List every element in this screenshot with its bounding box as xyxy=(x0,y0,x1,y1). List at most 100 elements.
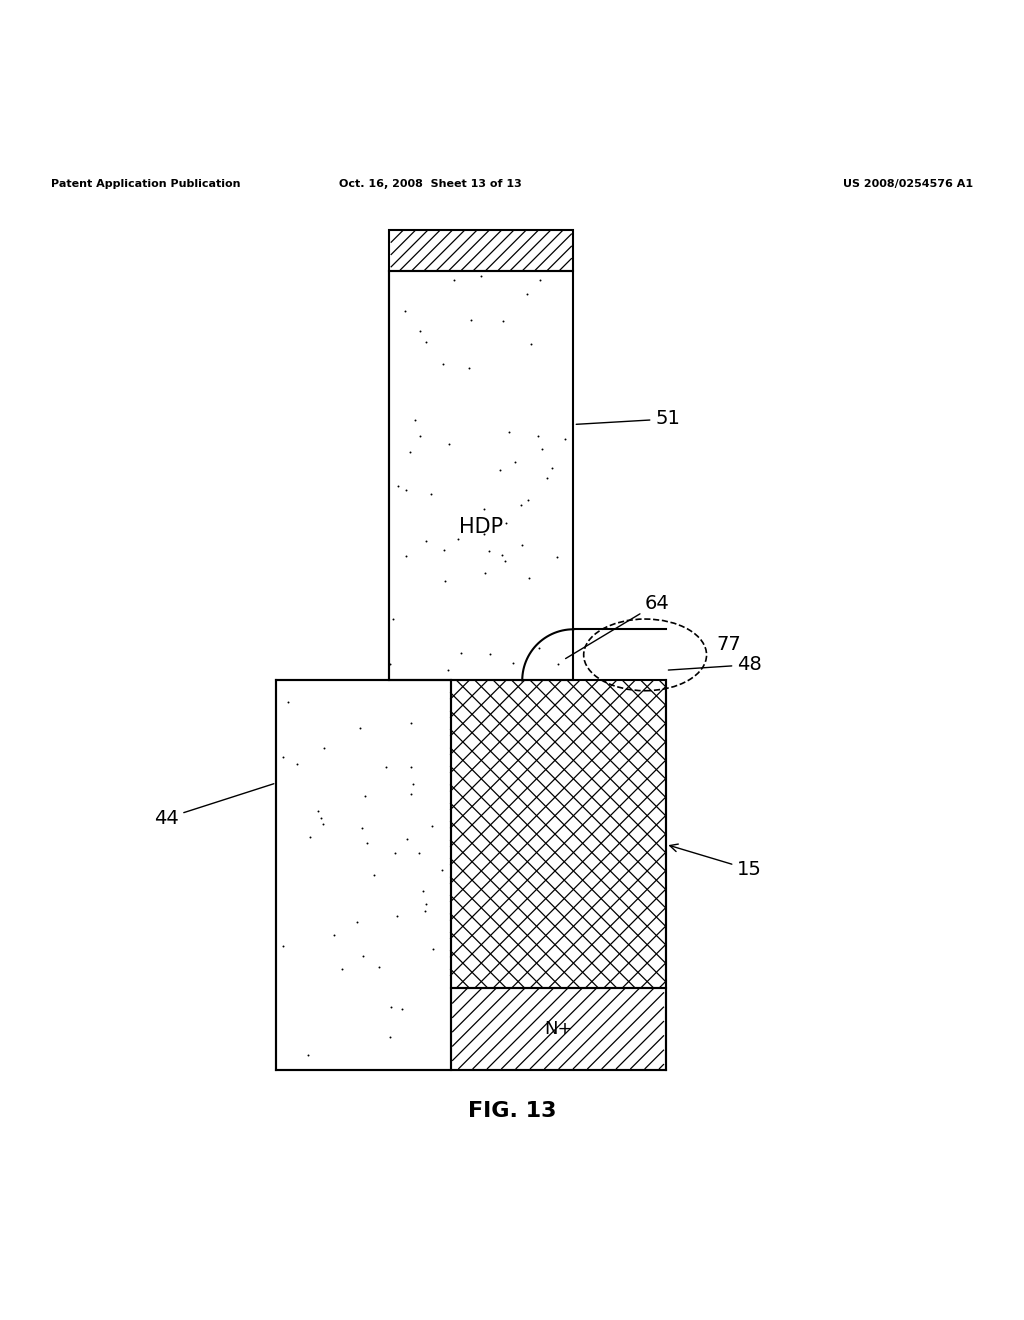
Point xyxy=(521,568,538,589)
Point xyxy=(475,524,492,545)
Point xyxy=(534,438,550,459)
Text: 44: 44 xyxy=(154,784,273,828)
Point xyxy=(495,310,511,331)
Point xyxy=(389,475,406,496)
Text: Oct. 16, 2008  Sheet 13 of 13: Oct. 16, 2008 Sheet 13 of 13 xyxy=(339,178,521,189)
Point xyxy=(382,1026,398,1047)
Point xyxy=(402,784,419,805)
Point xyxy=(497,550,513,572)
Point xyxy=(404,774,421,795)
Point xyxy=(475,499,492,520)
Point xyxy=(424,816,440,837)
Point xyxy=(539,467,555,488)
Point xyxy=(433,859,450,880)
Point xyxy=(312,808,329,829)
Point xyxy=(299,1044,315,1065)
Point xyxy=(411,842,427,863)
Point xyxy=(274,935,291,956)
Point xyxy=(498,512,514,533)
Text: HDP: HDP xyxy=(459,517,504,537)
Point xyxy=(357,785,374,807)
Point xyxy=(412,321,428,342)
Point xyxy=(418,531,434,552)
Point xyxy=(530,638,547,659)
Point xyxy=(519,284,536,305)
Point xyxy=(435,352,452,374)
Point xyxy=(514,535,530,556)
Point xyxy=(371,957,387,978)
Point xyxy=(477,562,494,583)
Point xyxy=(355,945,372,966)
Point xyxy=(358,833,375,854)
Text: 48: 48 xyxy=(669,655,762,675)
Point xyxy=(494,545,510,566)
Point xyxy=(310,800,327,821)
Point xyxy=(422,483,438,504)
Point xyxy=(385,609,401,630)
Point xyxy=(418,894,434,915)
Point xyxy=(507,451,523,473)
Text: N+: N+ xyxy=(544,1019,572,1038)
Point xyxy=(454,642,470,663)
Point xyxy=(441,433,458,454)
Text: 15: 15 xyxy=(670,843,762,879)
Point xyxy=(436,570,453,591)
Point xyxy=(435,540,452,561)
Point xyxy=(529,425,546,446)
Point xyxy=(402,713,419,734)
Point xyxy=(315,738,332,759)
Point xyxy=(412,425,428,446)
Point xyxy=(461,358,477,379)
Point xyxy=(274,746,291,767)
Point xyxy=(378,756,394,777)
Point xyxy=(389,906,406,927)
Point xyxy=(334,958,350,979)
Point xyxy=(280,692,296,713)
Point xyxy=(550,653,566,675)
Text: 64: 64 xyxy=(565,594,670,659)
Point xyxy=(417,900,433,921)
Point xyxy=(549,546,565,568)
Point xyxy=(501,422,517,444)
Point xyxy=(398,479,415,500)
Point xyxy=(397,545,414,566)
Point xyxy=(450,528,466,549)
Point xyxy=(382,653,398,675)
Point xyxy=(523,334,540,355)
Point xyxy=(544,457,560,478)
Point xyxy=(348,911,365,932)
Point xyxy=(408,409,424,430)
Point xyxy=(463,309,479,330)
Text: 77: 77 xyxy=(717,635,741,653)
Polygon shape xyxy=(451,987,666,1069)
Point xyxy=(302,826,318,847)
Point xyxy=(383,997,399,1018)
Point xyxy=(505,652,521,673)
Text: 51: 51 xyxy=(577,409,680,429)
Point xyxy=(473,265,489,286)
Point xyxy=(289,754,305,775)
Point xyxy=(386,842,402,863)
Text: Patent Application Publication: Patent Application Publication xyxy=(51,178,241,189)
Point xyxy=(557,428,573,449)
Point xyxy=(352,717,369,738)
Point xyxy=(520,490,537,511)
Text: US 2008/0254576 A1: US 2008/0254576 A1 xyxy=(843,178,973,189)
Text: FIG. 13: FIG. 13 xyxy=(468,1101,556,1121)
Point xyxy=(492,459,508,480)
Point xyxy=(418,331,434,352)
Point xyxy=(366,865,382,886)
Point xyxy=(393,998,410,1019)
Point xyxy=(402,441,419,462)
Point xyxy=(425,939,441,960)
Point xyxy=(354,817,371,838)
Point xyxy=(531,269,548,290)
Polygon shape xyxy=(389,230,573,271)
Point xyxy=(439,660,456,681)
Point xyxy=(403,756,420,777)
Point xyxy=(415,880,431,902)
Point xyxy=(397,300,414,321)
Point xyxy=(482,644,499,665)
Point xyxy=(481,541,498,562)
Point xyxy=(445,269,462,290)
